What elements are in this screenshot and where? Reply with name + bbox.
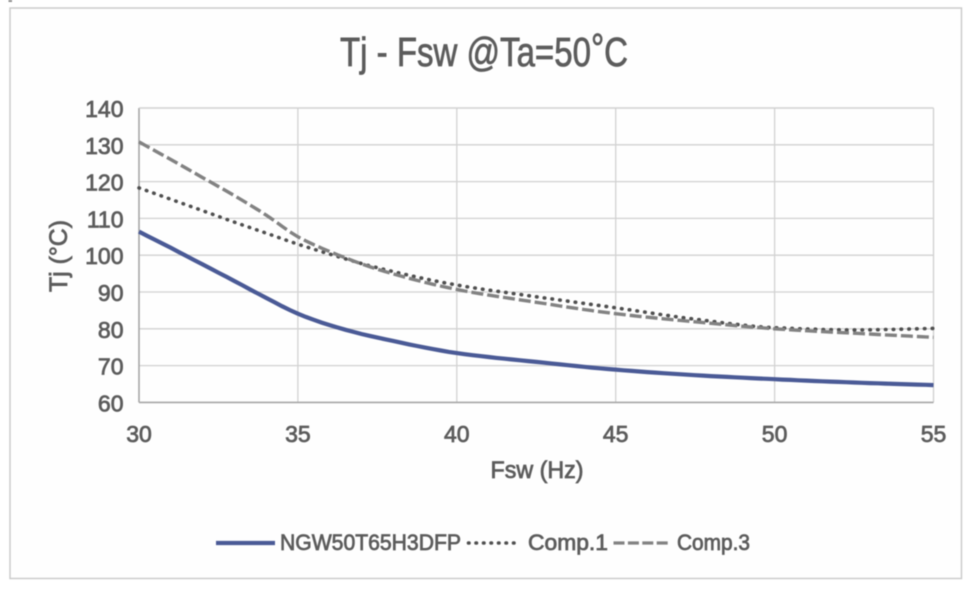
svg-text:55: 55 <box>921 421 947 447</box>
svg-text:110: 110 <box>87 206 124 232</box>
svg-text:80: 80 <box>98 317 124 343</box>
svg-text:45: 45 <box>603 421 629 447</box>
svg-text:120: 120 <box>85 170 123 196</box>
svg-text:Tj - Fsw @Ta=50°C: Tj - Fsw @Ta=50°C <box>340 25 628 75</box>
svg-text:130: 130 <box>85 133 123 159</box>
svg-text:140: 140 <box>85 96 123 122</box>
svg-text:40: 40 <box>444 421 470 447</box>
svg-text:30: 30 <box>126 421 152 447</box>
svg-text:100: 100 <box>85 243 123 269</box>
svg-text:Fsw (Hz): Fsw (Hz) <box>491 457 584 484</box>
svg-text:70: 70 <box>98 354 124 380</box>
svg-text:35: 35 <box>285 421 311 447</box>
svg-text:Comp.1: Comp.1 <box>528 530 608 555</box>
svg-text:60: 60 <box>98 390 124 416</box>
svg-text:50: 50 <box>762 421 788 447</box>
svg-text:Comp.3: Comp.3 <box>677 530 750 555</box>
svg-text:90: 90 <box>98 280 124 306</box>
svg-text:Tj (°C): Tj (°C) <box>45 220 73 292</box>
svg-text:NGW50T65H3DFP: NGW50T65H3DFP <box>280 530 461 555</box>
